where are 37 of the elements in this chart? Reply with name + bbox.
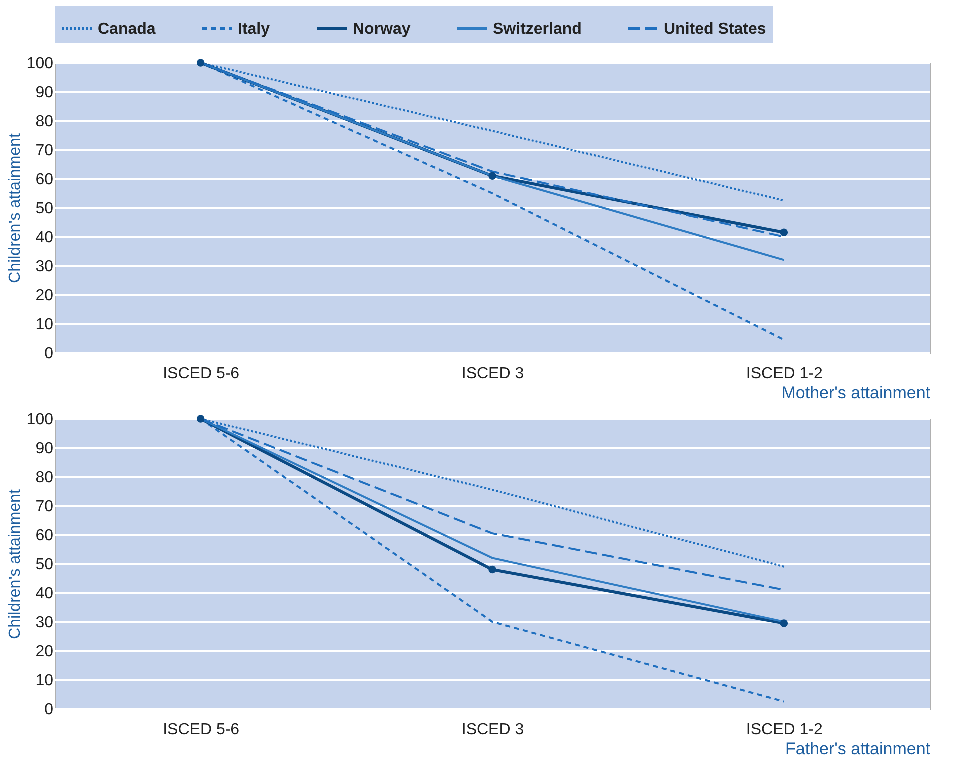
y-tick-label: 0 xyxy=(44,346,54,362)
x-tick-label: ISCED 5-6 xyxy=(163,366,240,382)
y-tick-label: 90 xyxy=(36,84,54,102)
y-tick-label: 90 xyxy=(36,440,54,458)
y-tick-label: 100 xyxy=(26,56,54,72)
y-tick-label: 60 xyxy=(36,172,54,188)
y-axis-title: Children's attainment xyxy=(6,133,24,284)
y-tick-label: 70 xyxy=(36,498,54,516)
legend-label: United States xyxy=(664,20,766,38)
x-tick-label: ISCED 3 xyxy=(462,366,524,382)
y-tick-label: 20 xyxy=(36,288,54,304)
y-tick-label: 60 xyxy=(36,528,54,544)
y-tick-label: 100 xyxy=(26,412,54,428)
legend-label: Canada xyxy=(98,20,156,38)
y-tick-label: 40 xyxy=(36,230,54,246)
legend-label: Italy xyxy=(238,20,270,38)
y-tick-label: 40 xyxy=(36,586,54,602)
y-tick-label: 0 xyxy=(44,702,54,718)
x-tick-label: ISCED 1-2 xyxy=(746,366,824,382)
x-tick-label: ISCED 5-6 xyxy=(163,722,240,738)
x-tick-label: ISCED 1-2 xyxy=(746,722,824,738)
y-tick-label: 70 xyxy=(36,142,54,160)
y-axis-title: Children's attainment xyxy=(6,489,24,640)
y-tick-label: 50 xyxy=(36,556,54,574)
y-tick-label: 50 xyxy=(36,200,54,218)
x-tick-label: ISCED 3 xyxy=(462,722,524,738)
y-tick-label: 10 xyxy=(36,316,54,334)
y-tick-label: 20 xyxy=(36,644,54,660)
legend-label: Switzerland xyxy=(493,20,582,38)
legend-label: Norway xyxy=(353,20,411,38)
y-tick-label: 30 xyxy=(36,614,54,632)
x-axis-title: Father's attainment xyxy=(786,740,931,758)
y-tick-label: 80 xyxy=(36,114,54,130)
x-axis-title: Mother's attainment xyxy=(782,384,931,402)
y-tick-label: 30 xyxy=(36,258,54,276)
y-tick-label: 10 xyxy=(36,672,54,690)
y-tick-label: 80 xyxy=(36,470,54,486)
